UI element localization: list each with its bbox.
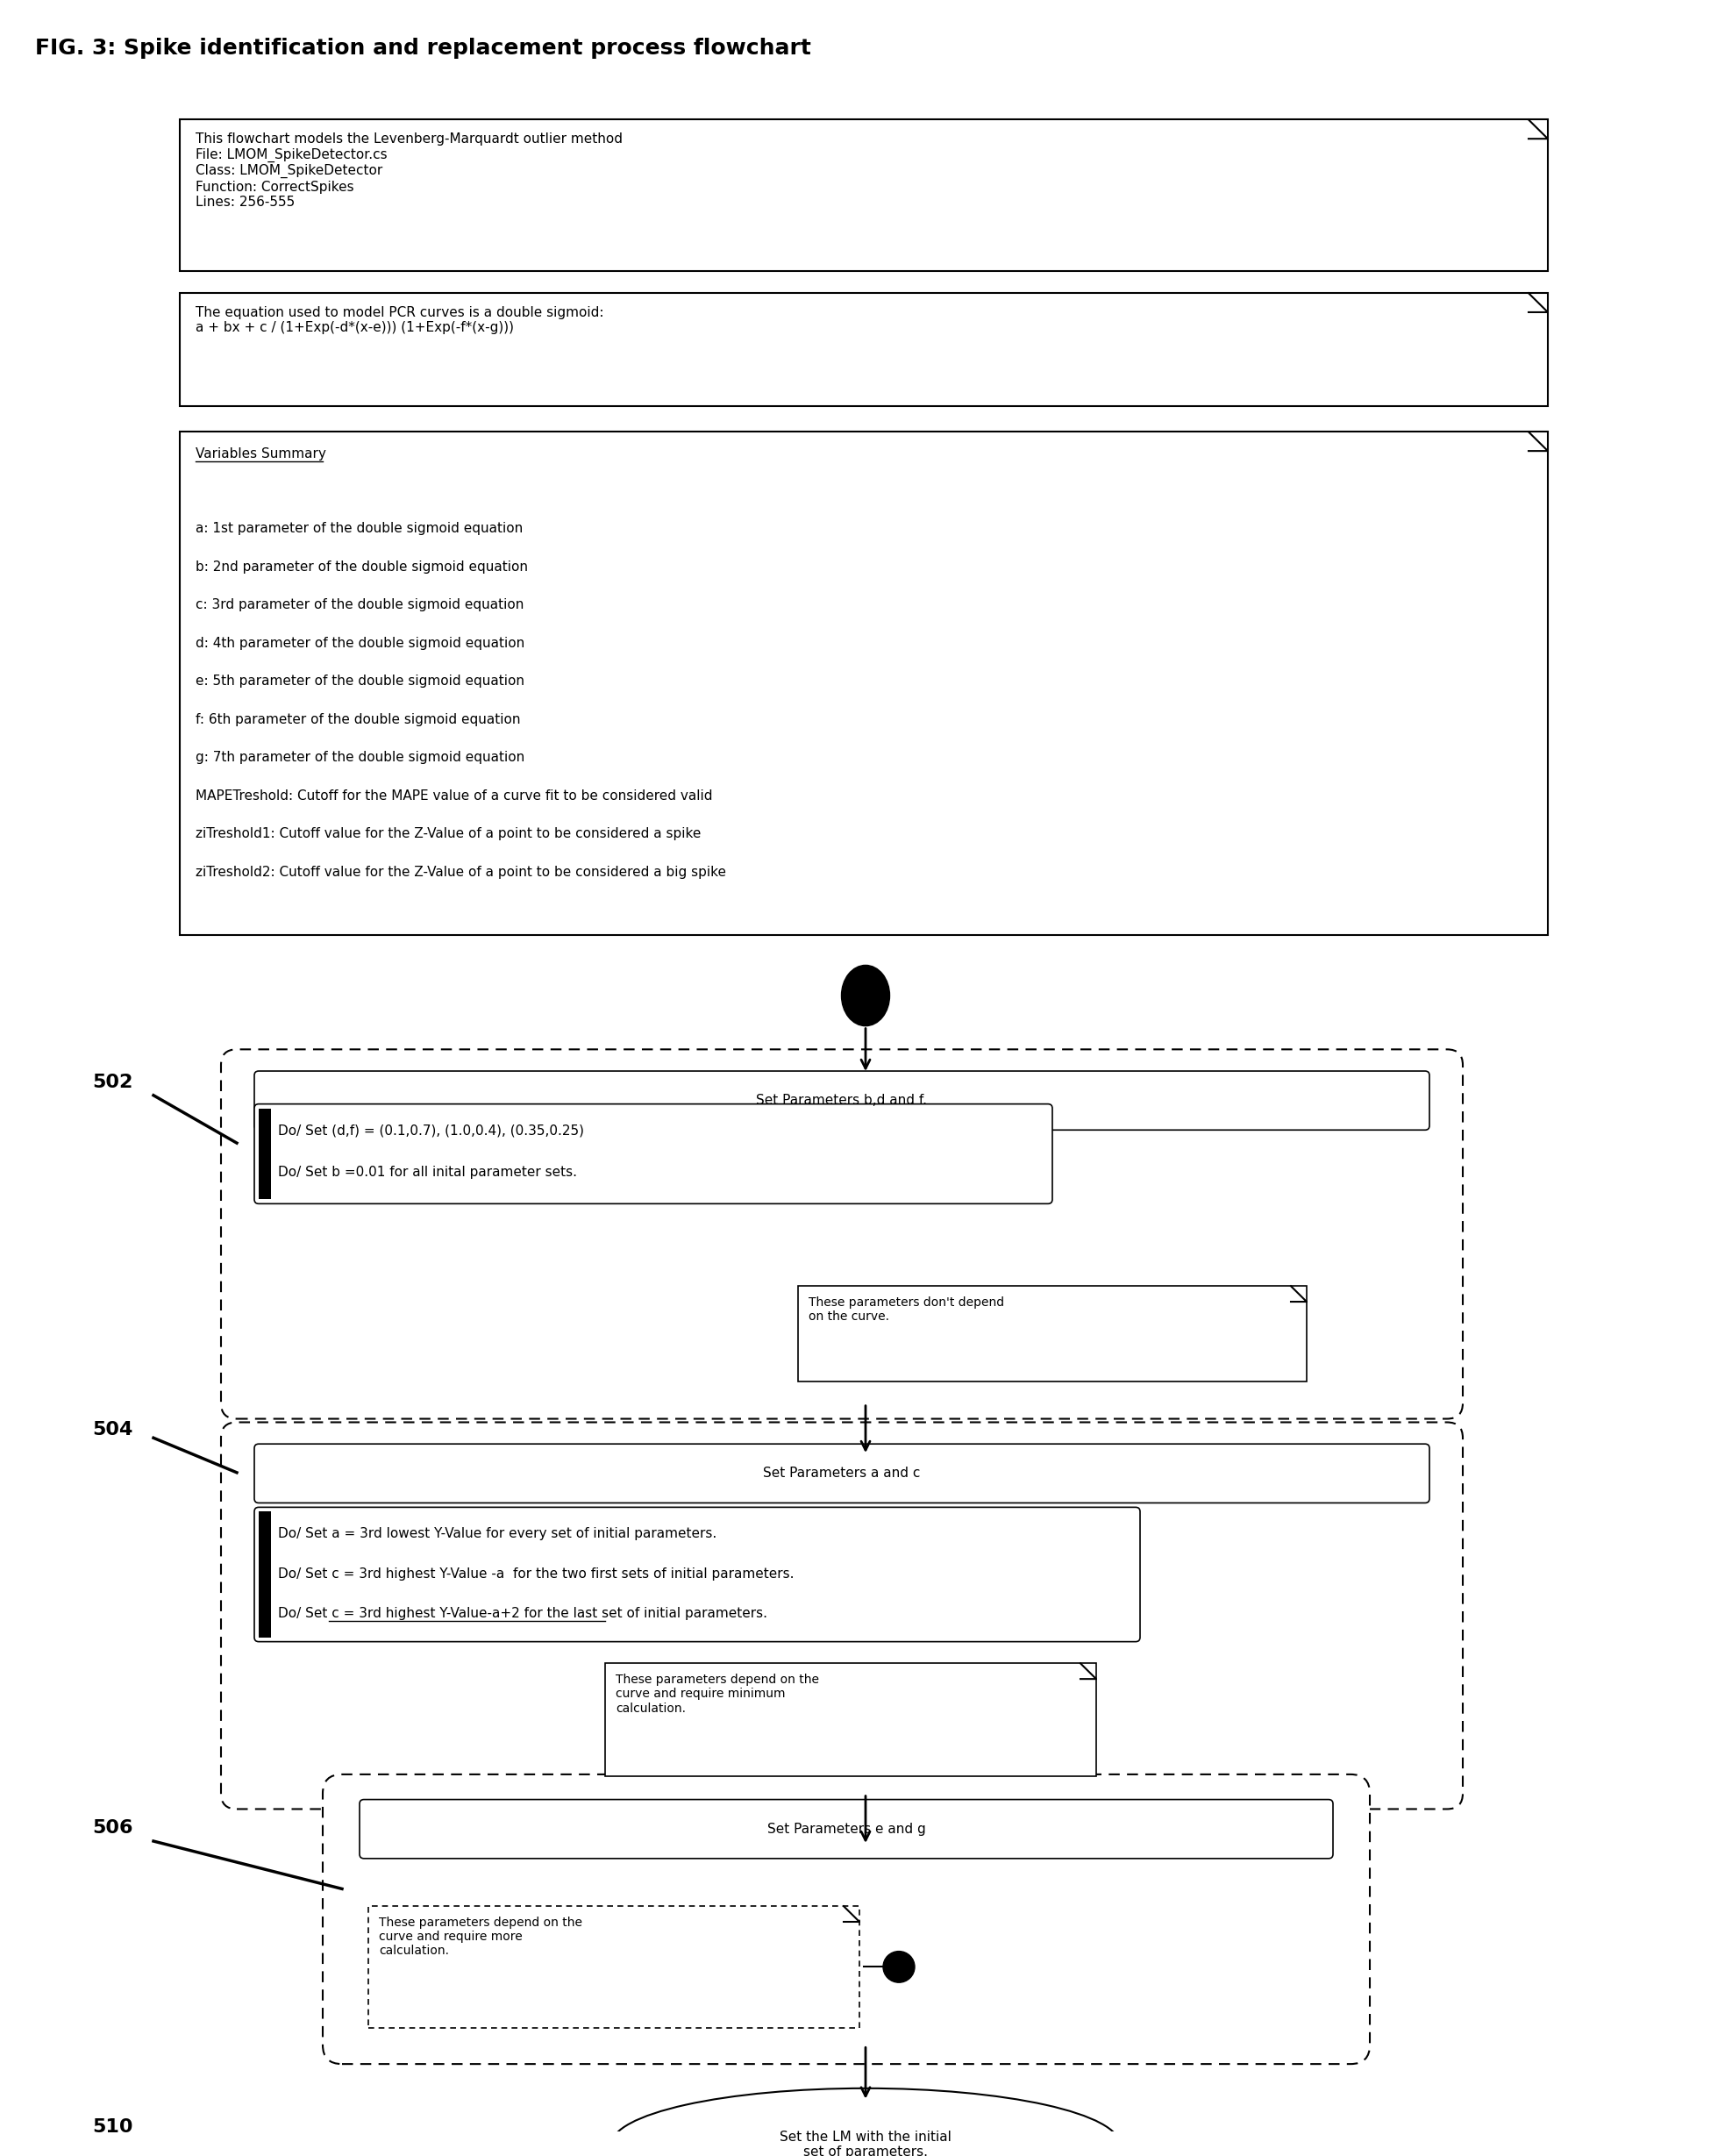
FancyBboxPatch shape xyxy=(255,1507,1140,1641)
Text: e: 5th parameter of the double sigmoid equation: e: 5th parameter of the double sigmoid e… xyxy=(196,675,525,688)
FancyBboxPatch shape xyxy=(258,1108,270,1199)
Text: 502: 502 xyxy=(92,1074,133,1091)
Text: Do/ Set c = 3rd highest Y-Value -a  for the two first sets of initial parameters: Do/ Set c = 3rd highest Y-Value -a for t… xyxy=(279,1567,793,1580)
FancyBboxPatch shape xyxy=(798,1287,1306,1382)
Circle shape xyxy=(883,1951,914,1984)
Text: MAPETreshold: Cutoff for the MAPE value of a curve fit to be considered valid: MAPETreshold: Cutoff for the MAPE value … xyxy=(196,789,712,802)
Text: c: 3rd parameter of the double sigmoid equation: c: 3rd parameter of the double sigmoid e… xyxy=(196,599,523,612)
FancyBboxPatch shape xyxy=(360,1800,1334,1858)
FancyBboxPatch shape xyxy=(180,293,1548,405)
Text: Do/ Set c = 3rd highest Y-Value-a+2 for the last set of initial parameters.: Do/ Set c = 3rd highest Y-Value-a+2 for … xyxy=(279,1606,767,1619)
Text: ziTreshold2: Cutoff value for the Z-Value of a point to be considered a big spik: ziTreshold2: Cutoff value for the Z-Valu… xyxy=(196,865,726,880)
Text: Do/ Set b =0.01 for all inital parameter sets.: Do/ Set b =0.01 for all inital parameter… xyxy=(279,1166,577,1179)
Text: 504: 504 xyxy=(92,1421,133,1438)
Text: These parameters don't depend
on the curve.: These parameters don't depend on the cur… xyxy=(809,1296,1005,1324)
Text: These parameters depend on the
curve and require more
calculation.: These parameters depend on the curve and… xyxy=(379,1917,582,1958)
Text: f: 6th parameter of the double sigmoid equation: f: 6th parameter of the double sigmoid e… xyxy=(196,714,521,727)
Text: Variables Summary: Variables Summary xyxy=(196,448,326,461)
Text: 506: 506 xyxy=(92,1820,133,1837)
Text: Do/ Set a = 3rd lowest Y-Value for every set of initial parameters.: Do/ Set a = 3rd lowest Y-Value for every… xyxy=(279,1526,717,1539)
Text: Do/ Set (d,f) = (0.1,0.7), (1.0,0.4), (0.35,0.25): Do/ Set (d,f) = (0.1,0.7), (1.0,0.4), (0… xyxy=(279,1123,584,1136)
FancyBboxPatch shape xyxy=(604,1662,1096,1777)
FancyBboxPatch shape xyxy=(255,1445,1429,1503)
FancyBboxPatch shape xyxy=(255,1072,1429,1130)
Text: Set the LM with the initial
set of parameters.: Set the LM with the initial set of param… xyxy=(779,2130,951,2156)
FancyBboxPatch shape xyxy=(180,431,1548,936)
FancyBboxPatch shape xyxy=(258,1511,270,1636)
Text: g: 7th parameter of the double sigmoid equation: g: 7th parameter of the double sigmoid e… xyxy=(196,750,525,763)
Text: Set Parameters e and g: Set Parameters e and g xyxy=(767,1822,925,1835)
Text: The equation used to model PCR curves is a double sigmoid:
a + bx + c / (1+Exp(-: The equation used to model PCR curves is… xyxy=(196,306,604,334)
Text: This flowchart models the Levenberg-Marquardt outlier method
File: LMOM_SpikeDet: This flowchart models the Levenberg-Marq… xyxy=(196,134,622,209)
Text: 510: 510 xyxy=(92,2119,133,2137)
FancyBboxPatch shape xyxy=(369,1906,859,2027)
Ellipse shape xyxy=(611,2089,1121,2156)
FancyBboxPatch shape xyxy=(222,1423,1464,1809)
FancyBboxPatch shape xyxy=(255,1104,1053,1203)
Text: a: 1st parameter of the double sigmoid equation: a: 1st parameter of the double sigmoid e… xyxy=(196,522,523,535)
Text: ziTreshold1: Cutoff value for the Z-Value of a point to be considered a spike: ziTreshold1: Cutoff value for the Z-Valu… xyxy=(196,828,701,841)
FancyBboxPatch shape xyxy=(180,121,1548,272)
Text: d: 4th parameter of the double sigmoid equation: d: 4th parameter of the double sigmoid e… xyxy=(196,636,525,649)
Ellipse shape xyxy=(842,966,890,1026)
FancyBboxPatch shape xyxy=(322,1774,1370,2063)
Text: Set Parameters b,d and f.: Set Parameters b,d and f. xyxy=(757,1093,927,1106)
Text: FIG. 3: Spike identification and replacement process flowchart: FIG. 3: Spike identification and replace… xyxy=(35,37,811,58)
Text: Set Parameters a and c: Set Parameters a and c xyxy=(764,1466,920,1479)
Text: These parameters depend on the
curve and require minimum
calculation.: These parameters depend on the curve and… xyxy=(615,1673,819,1714)
Text: b: 2nd parameter of the double sigmoid equation: b: 2nd parameter of the double sigmoid e… xyxy=(196,561,528,573)
FancyBboxPatch shape xyxy=(222,1050,1464,1419)
